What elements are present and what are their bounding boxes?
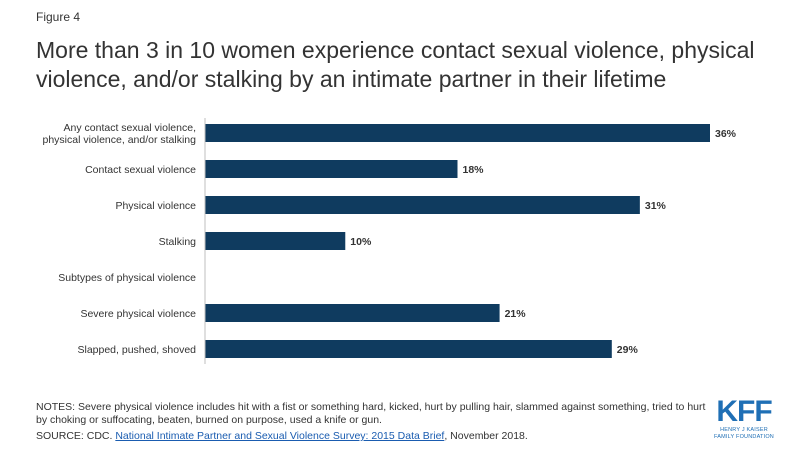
category-label: Stalking	[159, 236, 197, 248]
source-prefix: SOURCE: CDC.	[36, 430, 116, 442]
bar	[205, 232, 346, 250]
value-label: 21%	[505, 308, 527, 320]
category-label: Contact sexual violence	[85, 164, 196, 176]
bar	[205, 340, 612, 358]
bar	[205, 160, 458, 178]
source-link[interactable]: National Intimate Partner and Sexual Vio…	[115, 430, 445, 442]
logo-subline-2: FAMILY FOUNDATION	[714, 433, 774, 440]
category-label: Any contact sexual violence, physical vio…	[42, 122, 196, 146]
category-label: Slapped, pushed, shoved	[77, 344, 196, 356]
category-label: Physical violence	[115, 200, 196, 212]
chart-title: More than 3 in 10 women experience conta…	[36, 37, 755, 92]
notes-text: NOTES: Severe physical violence includes…	[36, 401, 706, 426]
logo-subline-1: HENRY J KAISER	[720, 427, 768, 433]
value-label: 18%	[463, 164, 485, 176]
bar	[205, 196, 640, 214]
value-label: 31%	[645, 200, 667, 212]
bar	[205, 124, 710, 142]
bar	[205, 304, 500, 322]
category-label: Severe physical violence	[80, 308, 196, 320]
value-label: 36%	[715, 128, 737, 140]
value-label: 10%	[350, 236, 372, 248]
value-label: 29%	[617, 344, 639, 356]
logo-wordmark: KFF	[716, 395, 772, 428]
category-label: Subtypes of physical violence	[58, 272, 196, 284]
source-suffix: , November 2018.	[444, 430, 528, 442]
bar-chart: Any contact sexual violence, physical vio…	[42, 118, 737, 364]
figure-label: Figure 4	[36, 10, 81, 24]
source-text: SOURCE: CDC. National Intimate Partner a…	[36, 430, 528, 442]
kff-logo: KFF HENRY J KAISER FAMILY FOUNDATION	[706, 397, 782, 443]
